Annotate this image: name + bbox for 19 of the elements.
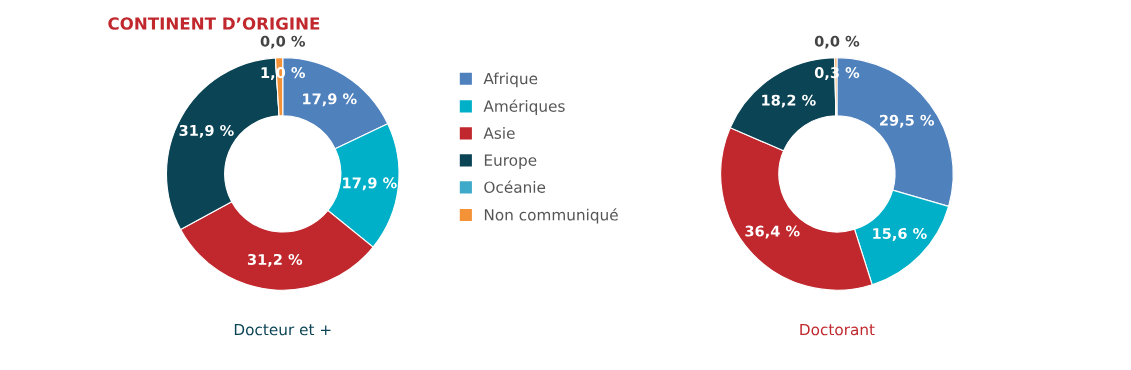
data-label: 31,9 % <box>179 124 234 138</box>
data-label: 18,2 % <box>762 94 816 108</box>
legend-label: Europe <box>484 154 537 169</box>
data-label: 31,2 % <box>247 253 303 267</box>
data-label: 17,9 % <box>303 93 357 107</box>
data-label: 29,5 % <box>880 114 935 128</box>
text: 0,0 % <box>260 35 306 49</box>
legend-label: Asie <box>483 127 515 139</box>
legend-label: Afrique <box>483 72 538 88</box>
slice-label: Docteur et + <box>234 323 331 336</box>
data-label: 17,9 % <box>343 177 397 191</box>
legend-label: Océanie <box>484 180 546 193</box>
legend-label: Non communiqué <box>484 208 618 224</box>
data-label: 15,6 % <box>873 227 927 241</box>
chart-title: CONTINENT D’ORIGINE <box>108 17 320 30</box>
text: 0,0 % <box>814 35 860 49</box>
slice-label: Doctorant <box>800 323 875 336</box>
legend-label: Amériques <box>483 99 565 115</box>
data-label: 36,4 % <box>745 225 800 239</box>
